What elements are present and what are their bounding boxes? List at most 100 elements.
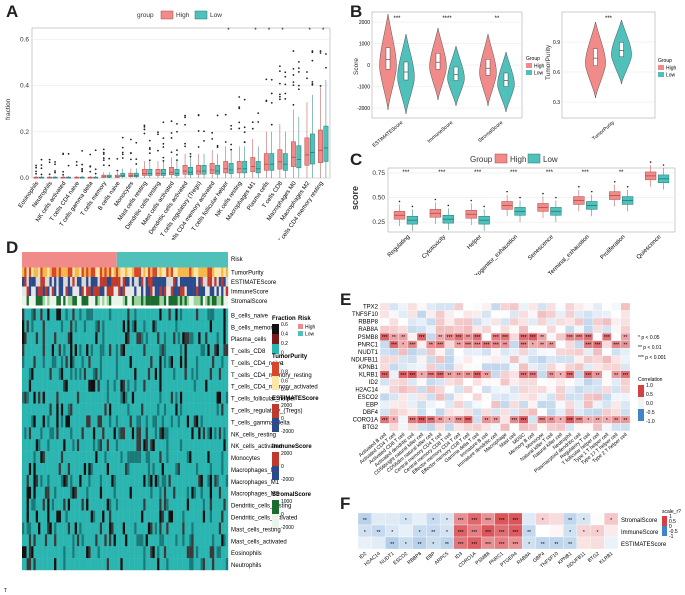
panel-label-e: E: [340, 290, 352, 309]
panel-d-cell: [218, 427, 222, 440]
panel-c-sig: ***: [510, 170, 518, 176]
panel-d-cell: [86, 522, 89, 535]
panel-d-cell: [54, 474, 57, 487]
panel-d-ann-cell: [49, 296, 52, 306]
panel-d-cell: [28, 451, 32, 464]
panel-d-cell: [200, 427, 204, 440]
panel-d-ann-cell: [225, 267, 229, 277]
panel-f-sig: ***: [458, 518, 464, 524]
panel-e-cell: [611, 408, 621, 417]
panel-d-legend-stromal-bar-top: [272, 500, 279, 514]
panel-d-ann-cell: [99, 286, 103, 296]
panel-d-cell: [152, 403, 155, 416]
panel-d-cell: [125, 415, 128, 428]
panel-e-cell: [398, 325, 408, 334]
panel-d-cell: [104, 344, 107, 357]
panel-d-ann-cell: [198, 277, 201, 287]
panel-d-cell: [131, 474, 135, 487]
panel-d-cell: [76, 344, 80, 357]
panel-d-ann-cell: [88, 267, 91, 277]
panel-d-cell: [63, 463, 66, 476]
panel-d-cell: [143, 474, 146, 487]
panel-d-cell: [154, 534, 158, 547]
panel-d-cell: [154, 451, 158, 464]
panel-d-cell: [95, 486, 98, 499]
panel-d-ann-cell: [86, 277, 89, 287]
panel-d-cell: [60, 427, 64, 440]
panel-d-cell: [200, 308, 204, 321]
panel-f-sig: ***: [458, 542, 464, 548]
panel-d-cell: [193, 320, 197, 333]
panel-b-right-xtick: TumorPurity: [591, 120, 616, 142]
panel-d-ann-cell: [131, 267, 135, 277]
panel-d-cell: [209, 379, 213, 392]
panel-d-cell: [35, 415, 39, 428]
panel-d-ann-cell: [40, 267, 43, 277]
panel-d-cell: [122, 403, 126, 416]
panel-b-plot-area: 200010000-1000-2000***ESTIMATEScore****I…: [357, 11, 656, 149]
panel-d-cell: [136, 427, 139, 440]
panel-a-outlier: [325, 53, 327, 55]
panel-d-cell: [22, 427, 25, 440]
panel-d-cell: [159, 403, 162, 416]
panel-d-cell: [79, 403, 82, 416]
panel-d-cell: [189, 546, 192, 559]
panel-d-cell: [211, 427, 215, 440]
panel-d-cell: [225, 320, 229, 333]
panel-a-outlier: [62, 152, 65, 155]
panel-d-cell: [161, 356, 165, 369]
panel-d-cell: [173, 379, 176, 392]
panel-d-cell: [143, 320, 146, 333]
panel-e-cell: [537, 378, 547, 386]
panel-e-cell: [490, 378, 501, 386]
panel-e-cell: [453, 317, 464, 326]
panel-d-cell: [198, 558, 201, 571]
panel-d-cell: [76, 403, 80, 416]
panel-d-cell: [90, 427, 94, 440]
panel-e-cell: [463, 378, 473, 386]
panel-d-ann-cell: [145, 277, 149, 287]
panel-d-cell: [83, 356, 87, 369]
panel-d-cell: [79, 320, 82, 333]
panel-d-ann-cell: [104, 277, 107, 287]
panel-a-box-high: [250, 157, 256, 172]
panel-d-cell: [200, 522, 204, 535]
panel-d-cell: [125, 522, 128, 535]
panel-d-cell: [51, 403, 55, 416]
panel-d-cell: [207, 379, 210, 392]
panel-d-cell: [145, 522, 149, 535]
panel-d-cell: [76, 391, 80, 404]
panel-d-cell: [24, 439, 27, 452]
panel-d-cell: [104, 558, 107, 571]
panel-d-cell: [209, 320, 213, 333]
panel-d-legend-estimate-tick: 0: [281, 416, 284, 422]
panel-e-sig: **: [623, 418, 627, 424]
panel-e-cell: [537, 423, 547, 432]
panel-e-cell: [537, 385, 547, 394]
panel-d-cell: [38, 320, 41, 333]
panel-d-cell: [111, 522, 114, 535]
panel-f-cell: [576, 536, 591, 550]
panel-d-cell: [179, 344, 183, 357]
panel-e-cell: [463, 317, 473, 326]
panel-d-cell: [218, 439, 222, 452]
panel-d-cell: [225, 308, 229, 321]
panel-e-sig: *: [393, 418, 395, 424]
panel-d-ann-cell: [60, 277, 64, 287]
panel-b-violin-high-box: [435, 53, 441, 70]
panel-d-ann-cell: [200, 277, 204, 287]
panel-d-cell: [113, 403, 117, 416]
panel-c-plot-area: 0.750.500.25***Regulating***Cytotoxicity…: [372, 161, 676, 275]
panel-b-left-ytick: -2000: [357, 106, 370, 112]
panel-d-cell: [127, 320, 130, 333]
panel-d-cell: [118, 403, 121, 416]
panel-d-cell: [202, 522, 206, 535]
panel-d-cell: [24, 427, 27, 440]
panel-d-cell: [189, 439, 192, 452]
panel-d-cell: [159, 546, 162, 559]
panel-d-cell: [170, 391, 174, 404]
panel-a-box-low: [255, 161, 261, 174]
panel-d-cell: [218, 415, 222, 428]
panel-d-cell: [99, 308, 103, 321]
panel-d-cell: [125, 379, 128, 392]
